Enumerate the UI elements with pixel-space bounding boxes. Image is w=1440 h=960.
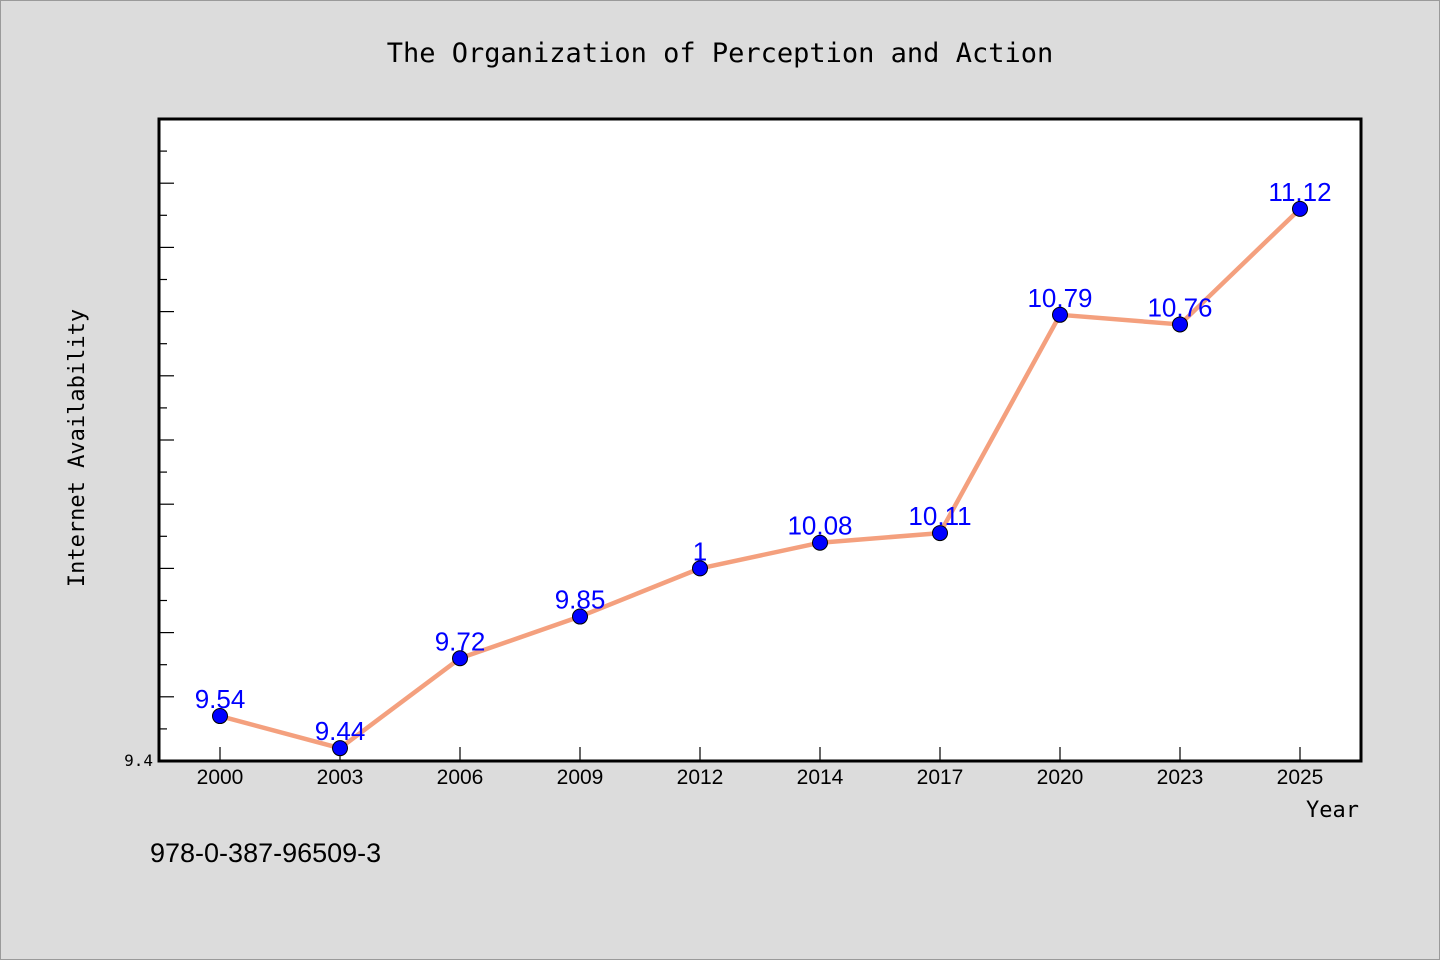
y-axis-tick-label: 9.4	[124, 751, 153, 770]
y-axis-label: Internet Availability	[65, 309, 90, 587]
data-markers	[212, 200, 1308, 757]
data-label: 1	[693, 536, 707, 566]
data-point	[1052, 306, 1068, 323]
chart-title: The Organization of Perception and Actio…	[387, 38, 1053, 69]
data-label: 11.12	[1268, 177, 1331, 207]
data-point	[332, 740, 348, 757]
data-point	[452, 650, 468, 667]
x-axis-tick-label: 2000	[197, 766, 244, 789]
x-axis-tick-label: 2025	[1277, 766, 1324, 789]
y-axis-tick-labels: 9.4	[124, 751, 153, 770]
data-label: 10.76	[1147, 292, 1212, 322]
data-point	[572, 608, 588, 625]
x-axis-tick-label: 2009	[557, 766, 604, 789]
data-label: 10.79	[1027, 283, 1092, 313]
data-point	[212, 708, 228, 725]
data-point	[692, 560, 708, 577]
data-label: 9.44	[315, 716, 366, 746]
data-point	[1292, 200, 1308, 217]
y-axis-ticks	[159, 150, 174, 730]
data-label: 10.08	[787, 511, 852, 541]
data-label: 10.11	[908, 501, 971, 531]
x-axis-tick-label: 2020	[1037, 766, 1084, 789]
x-axis-tick-labels: 2000 2003 2006 2009 2012 2014 2017 2020 2023 2025	[197, 766, 1324, 789]
x-axis-tick-label: 2006	[437, 766, 484, 789]
x-axis-tick-label: 2023	[1157, 766, 1204, 789]
data-label: 9.54	[195, 684, 246, 714]
data-labels: 9.54 9.44 9.72 9.85 1 10.08 10.11 10.79 10.76 11.…	[195, 177, 1332, 746]
data-point	[812, 534, 828, 551]
data-label: 9.85	[555, 585, 606, 615]
plot-area	[157, 117, 1363, 763]
x-axis-label: Year	[1306, 798, 1359, 823]
x-axis-tick-label: 2017	[917, 766, 964, 789]
x-axis-tick-label: 2014	[797, 766, 844, 789]
x-axis-tick-label: 2003	[317, 766, 364, 789]
isbn-text: 978-0-387-96509-3	[150, 838, 381, 868]
data-point	[932, 525, 948, 542]
data-point	[1172, 316, 1188, 333]
series-line	[219, 207, 1302, 751]
data-label: 9.72	[435, 626, 486, 656]
x-axis-tick-label: 2012	[677, 766, 724, 789]
